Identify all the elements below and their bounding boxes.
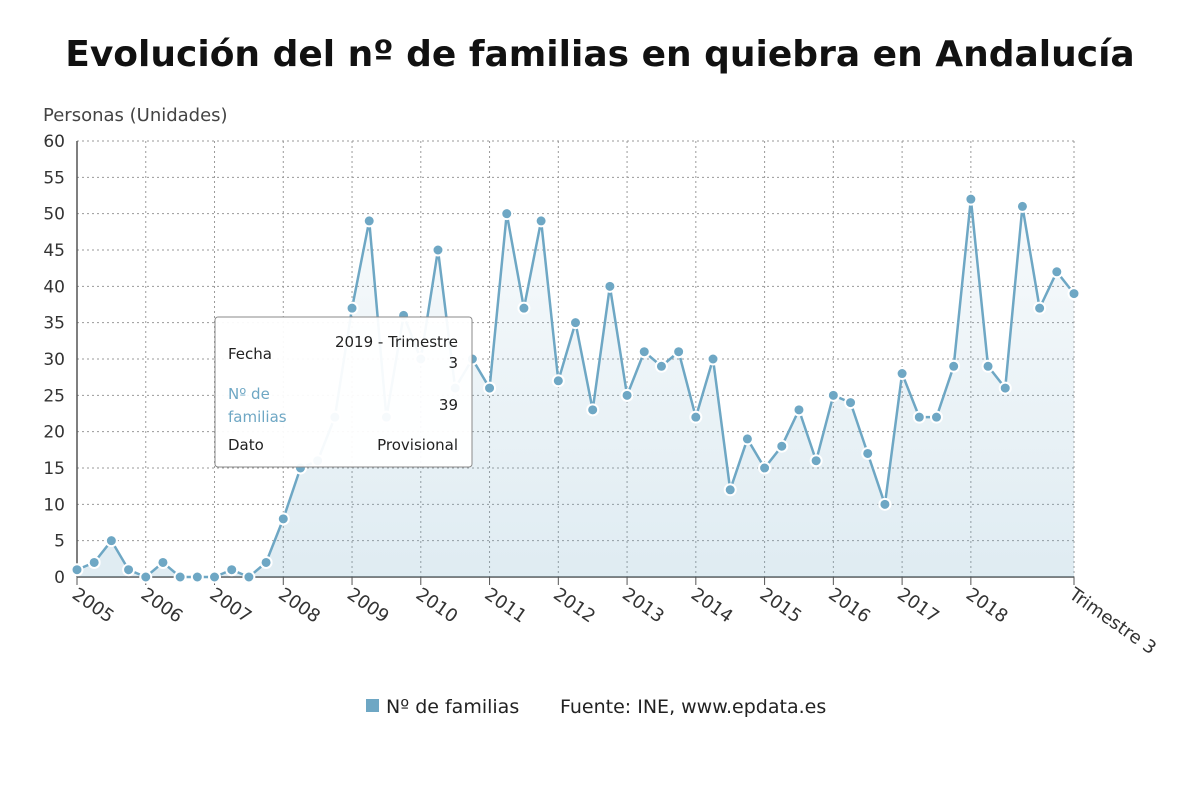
data-point xyxy=(637,345,651,359)
data-point xyxy=(706,352,720,366)
data-point xyxy=(672,345,686,359)
data-point xyxy=(225,563,239,577)
legend-label: Nº de familias xyxy=(386,696,519,718)
data-point xyxy=(654,359,668,373)
y-tick-label: 45 xyxy=(43,241,65,261)
data-point xyxy=(208,570,222,584)
data-point xyxy=(276,512,290,526)
x-tick-label: 2008 xyxy=(274,584,324,627)
data-point xyxy=(345,301,359,315)
data-point xyxy=(861,446,875,460)
y-tick-label: 25 xyxy=(43,386,65,406)
y-tick-label: 15 xyxy=(43,459,65,479)
data-point xyxy=(483,381,497,395)
data-point xyxy=(87,555,101,569)
data-point xyxy=(70,563,84,577)
tooltip-value-dato: Provisional xyxy=(377,436,458,454)
x-tick-label: 2011 xyxy=(481,584,531,627)
x-tick-label: 2017 xyxy=(893,584,943,627)
y-tick-label: 5 xyxy=(54,532,65,552)
data-point xyxy=(740,432,754,446)
data-point xyxy=(981,359,995,373)
data-point xyxy=(431,243,445,257)
data-point xyxy=(500,207,514,221)
y-tick-label: 10 xyxy=(43,495,65,515)
y-tick-label: 60 xyxy=(43,132,65,152)
data-point xyxy=(603,279,617,293)
data-point xyxy=(947,359,961,373)
y-tick-label: 50 xyxy=(43,205,65,225)
y-axis-label: Personas (Unidades) xyxy=(43,105,228,126)
x-tick-label: 2016 xyxy=(824,584,874,627)
legend-swatch xyxy=(366,699,379,712)
data-point xyxy=(122,563,136,577)
data-point xyxy=(809,454,823,468)
tooltip-value-fecha: 2019 - Trimestre 3 xyxy=(335,333,458,372)
data-point xyxy=(689,410,703,424)
tooltip-label-dato: Dato xyxy=(228,436,264,454)
data-point xyxy=(569,316,582,330)
tooltip-label-familias: Nº de familias xyxy=(228,385,287,426)
data-point xyxy=(242,570,256,584)
data-point xyxy=(1015,199,1029,213)
data-point xyxy=(998,381,1012,395)
data-point xyxy=(1050,265,1064,279)
data-point xyxy=(139,570,153,584)
data-point xyxy=(826,388,840,402)
data-point xyxy=(534,214,548,228)
x-tick-label: 2006 xyxy=(137,584,187,627)
y-tick-label: 55 xyxy=(43,168,65,188)
x-tick-label: 2010 xyxy=(412,584,462,627)
x-tick-label: 2013 xyxy=(618,584,668,627)
x-tick-label: 2018 xyxy=(962,584,1012,627)
data-point xyxy=(964,192,978,206)
tooltip-label-fecha: Fecha xyxy=(228,345,272,363)
data-point xyxy=(586,403,600,417)
data-point xyxy=(895,367,909,381)
tooltip-box xyxy=(214,316,473,468)
x-tick-label: 2015 xyxy=(756,584,806,627)
x-tick-label: 2007 xyxy=(206,584,256,627)
data-point xyxy=(362,214,376,228)
y-tick-label: 0 xyxy=(54,568,65,588)
x-tick-label: 2012 xyxy=(549,584,599,627)
data-point xyxy=(173,570,187,584)
data-point xyxy=(758,461,772,475)
data-point xyxy=(1067,287,1081,301)
data-point xyxy=(878,497,892,511)
series-area xyxy=(77,199,1074,577)
x-tick-label: 2005 xyxy=(68,584,118,627)
data-point xyxy=(190,570,204,584)
data-point xyxy=(723,483,737,497)
data-point xyxy=(929,410,943,424)
data-point xyxy=(104,534,118,548)
x-tick-label: 2014 xyxy=(687,584,737,627)
data-point xyxy=(1033,301,1047,315)
x-tick-label: 2009 xyxy=(343,584,393,627)
data-point xyxy=(620,388,634,402)
data-point xyxy=(517,301,531,315)
y-tick-label: 35 xyxy=(43,314,65,334)
source-text: Fuente: INE, www.epdata.es xyxy=(560,696,826,718)
x-tick-label: Trimestre 3 xyxy=(1064,583,1160,659)
data-point xyxy=(259,555,273,569)
data-point xyxy=(912,410,926,424)
data-point xyxy=(792,403,806,417)
data-point xyxy=(551,374,565,388)
data-point xyxy=(156,555,170,569)
data-point xyxy=(844,396,858,410)
chart-title: Evolución del nº de familias en quiebra … xyxy=(65,34,1135,75)
tooltip-value-familias: 39 xyxy=(439,396,458,414)
y-tick-label: 40 xyxy=(43,277,65,297)
y-tick-label: 30 xyxy=(43,350,65,370)
data-point xyxy=(775,439,789,453)
y-tick-label: 20 xyxy=(43,423,65,443)
